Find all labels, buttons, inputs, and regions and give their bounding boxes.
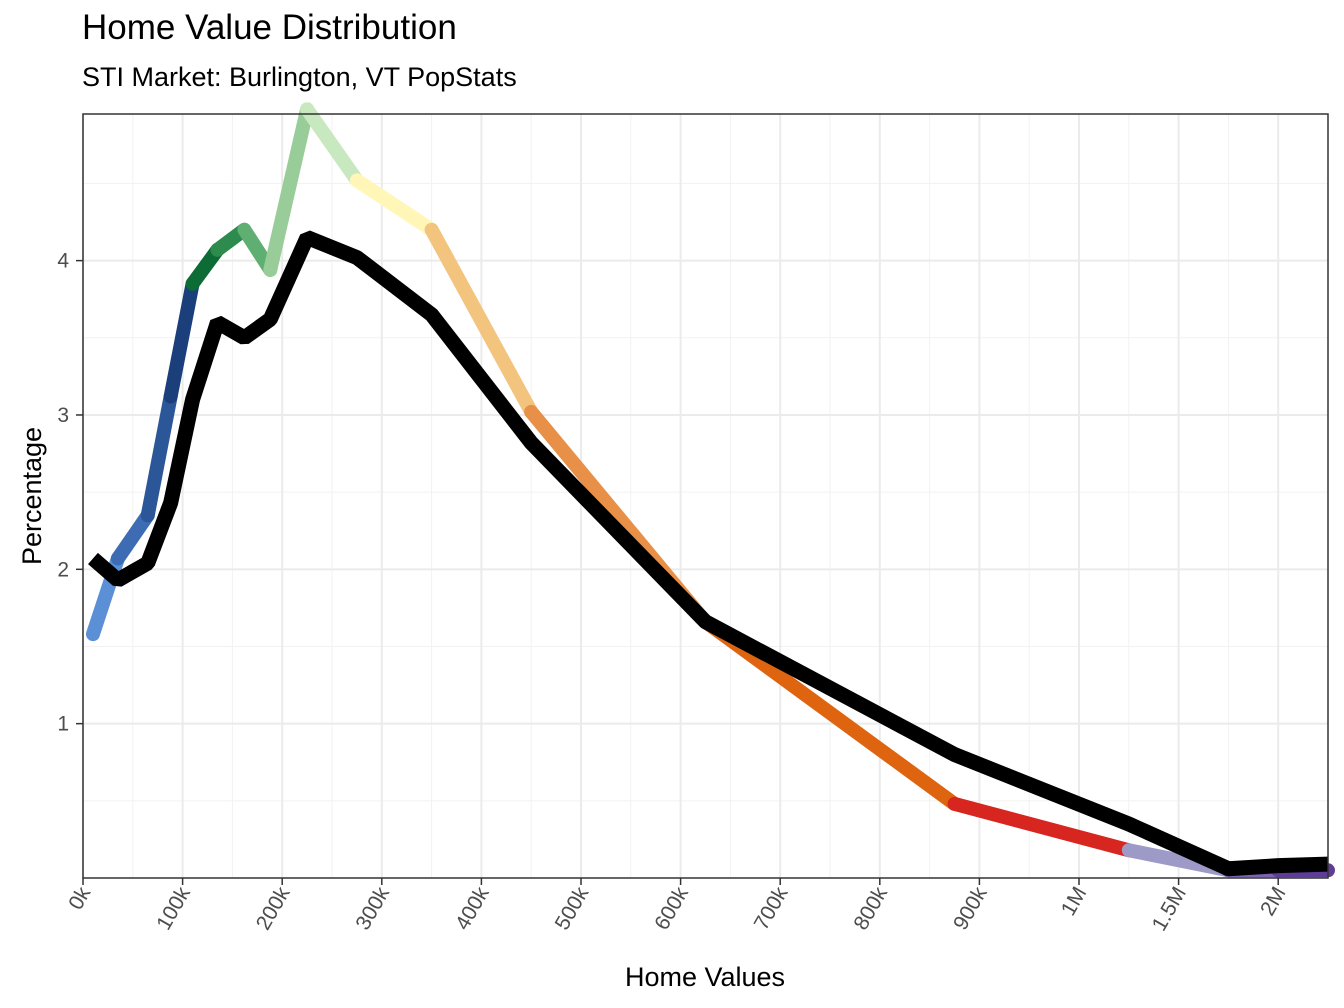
x-tick-label: 900k: [949, 883, 992, 934]
major-gridlines: [82, 114, 1328, 878]
x-axis: 0k 100k 200k 300k 400k 500k 600k 700k 800k 900k 1M…: [64, 878, 1291, 935]
series-segment: [349, 173, 439, 237]
x-tick-label: 800k: [849, 883, 892, 934]
x-axis-title: Home Values: [625, 962, 785, 992]
x-tick-label: 300k: [351, 883, 394, 934]
x-tick-label: 600k: [650, 883, 693, 934]
x-tick-label: 100k: [152, 883, 195, 934]
series-segment: [163, 276, 200, 404]
series-line-reference: [88, 230, 1329, 877]
series-segment: [140, 389, 178, 523]
x-tick-label: 1.5M: [1148, 883, 1191, 935]
series-segment: [110, 508, 155, 566]
series-segment: [263, 102, 315, 277]
y-tick-label: 4: [57, 250, 69, 273]
x-tick-label: 400k: [451, 883, 494, 934]
x-tick-label: 0k: [64, 883, 95, 914]
series-market-segments: [85, 102, 1335, 878]
plot-panel-border: [82, 113, 1329, 879]
series-segment: [424, 222, 539, 419]
y-axis: 1 2 3 4: [57, 250, 83, 736]
chart-subtitle: STI Market: Burlington, VT PopStats: [82, 62, 517, 92]
series-segment: [947, 796, 1136, 858]
y-tick-label: 3: [57, 404, 69, 427]
series-layer: [85, 102, 1335, 878]
x-tick-label: 200k: [252, 883, 295, 934]
series-segment: [185, 242, 225, 291]
minor-gridlines: [83, 114, 1328, 878]
y-tick-label: 1: [57, 713, 69, 736]
x-tick-label: 500k: [551, 883, 594, 934]
y-tick-label: 2: [57, 558, 69, 581]
series-segment: [300, 102, 364, 188]
y-axis-title: Percentage: [17, 427, 47, 565]
x-tick-label: 700k: [750, 883, 793, 934]
x-tick-label: 1M: [1057, 883, 1092, 920]
x-tick-label: 2M: [1256, 883, 1291, 920]
chart-title: Home Value Distribution: [82, 8, 457, 47]
